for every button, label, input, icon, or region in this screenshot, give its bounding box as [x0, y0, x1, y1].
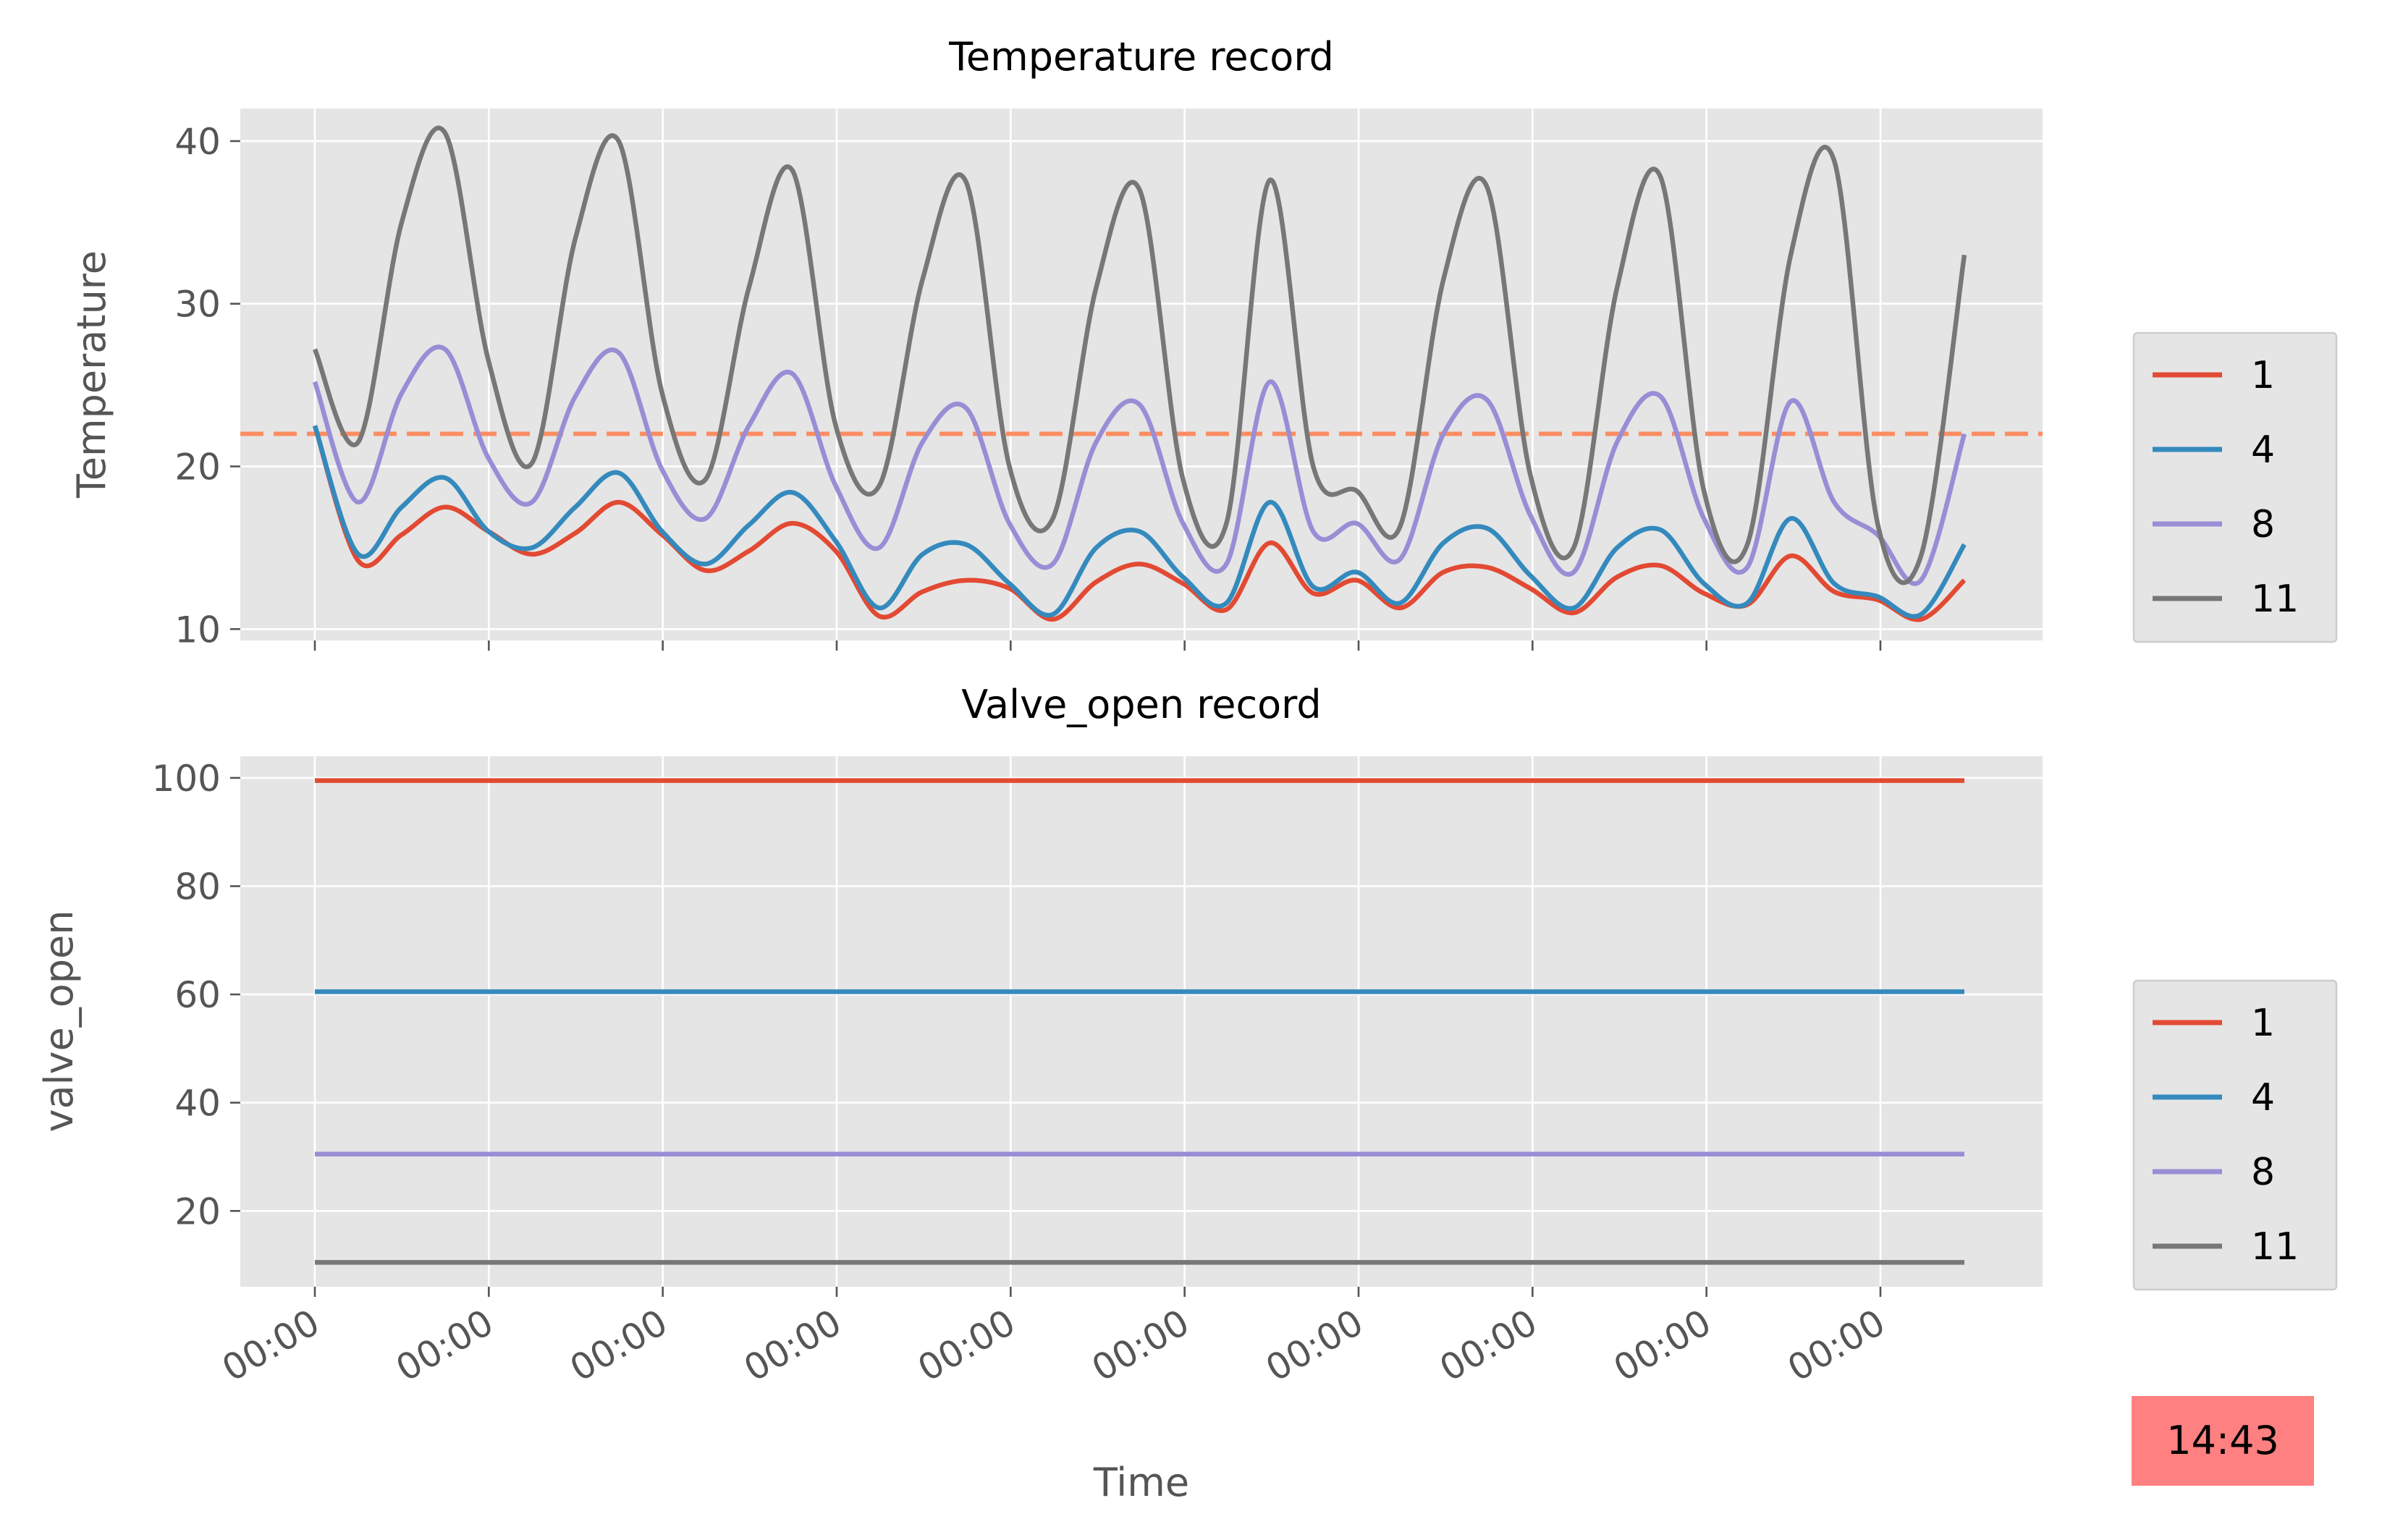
- temperature-series-line-4: [312, 425, 1967, 619]
- temperature-ticks: 10 20 30 40: [174, 121, 1882, 651]
- valve-legend-label-11: 11: [2251, 1225, 2299, 1269]
- temperature-y-tick-label: 30: [174, 284, 221, 326]
- valve-grid: [240, 756, 2043, 1287]
- valve-x-tick-label: 00:00: [1259, 1301, 1370, 1389]
- valve-x-tick-label: 00:00: [1433, 1301, 1545, 1389]
- temperature-legend-label-11: 11: [2251, 578, 2299, 621]
- temperature-chart-title: Temperature record: [948, 34, 1334, 80]
- valve-legend-box: [2132, 979, 2338, 1291]
- valve-x-tick-label: 00:00: [911, 1301, 1023, 1389]
- valve-x-tick-label: 00:00: [389, 1301, 501, 1389]
- valve-y-tick-label: 60: [174, 974, 221, 1016]
- valve-y-axis-label: valve_open: [36, 910, 82, 1133]
- valve-legend-label-1: 1: [2251, 1002, 2275, 1045]
- valve-legend: 1 4 8 11: [2132, 979, 2338, 1291]
- valve-legend-label-8: 8: [2251, 1151, 2275, 1194]
- valve-y-tick-label: 80: [174, 866, 221, 908]
- valve-x-tick-label: 00:00: [215, 1301, 326, 1389]
- valve-x-tick-label: 00:00: [1085, 1301, 1196, 1389]
- temperature-grid: [240, 109, 2043, 640]
- temperature-legend-label-1: 1: [2251, 354, 2275, 397]
- temperature-series: [312, 125, 1967, 622]
- clock-text: 14:43: [2166, 1418, 2279, 1463]
- temperature-legend: 1 4 8 11: [2132, 331, 2338, 643]
- temperature-legend-label-4: 4: [2251, 428, 2275, 472]
- temperature-y-axis-label: Temperature: [69, 250, 114, 499]
- valve-series: [315, 778, 1964, 1265]
- valve-y-tick-label: 40: [174, 1083, 221, 1125]
- valve-plot-area: [240, 756, 2043, 1287]
- valve-x-tick-label: 00:00: [737, 1301, 848, 1389]
- temperature-y-tick-label: 20: [174, 446, 221, 488]
- valve-x-tick-label: 00:00: [563, 1301, 675, 1389]
- valve-x-tick-label: 00:00: [1607, 1301, 1718, 1389]
- temperature-series-line-11: [313, 125, 1967, 585]
- valve-x-tick-label: 00:00: [1781, 1301, 1892, 1389]
- temperature-y-tick-label: 40: [174, 121, 221, 163]
- clock-badge: 14:43: [2132, 1396, 2314, 1486]
- temperature-legend-label-8: 8: [2251, 503, 2275, 546]
- valve-panel: 00:00 00:00 00:00 00:00 00:00 00:00 00:00 00:00…: [36, 682, 2338, 1505]
- temperature-legend-box: [2132, 331, 2338, 643]
- valve-y-tick-label: 20: [174, 1190, 221, 1232]
- temperature-y-tick-label: 10: [174, 609, 221, 651]
- temperature-series-line-8: [312, 344, 1967, 586]
- temperature-series-line-1: [312, 425, 1967, 622]
- valve-chart-title: Valve_open record: [961, 682, 1321, 727]
- valve-y-tick-label: 100: [152, 758, 221, 800]
- clock-background: [2132, 1396, 2314, 1486]
- valve-x-axis-label: Time: [1093, 1460, 1189, 1505]
- valve-legend-label-4: 4: [2251, 1076, 2275, 1120]
